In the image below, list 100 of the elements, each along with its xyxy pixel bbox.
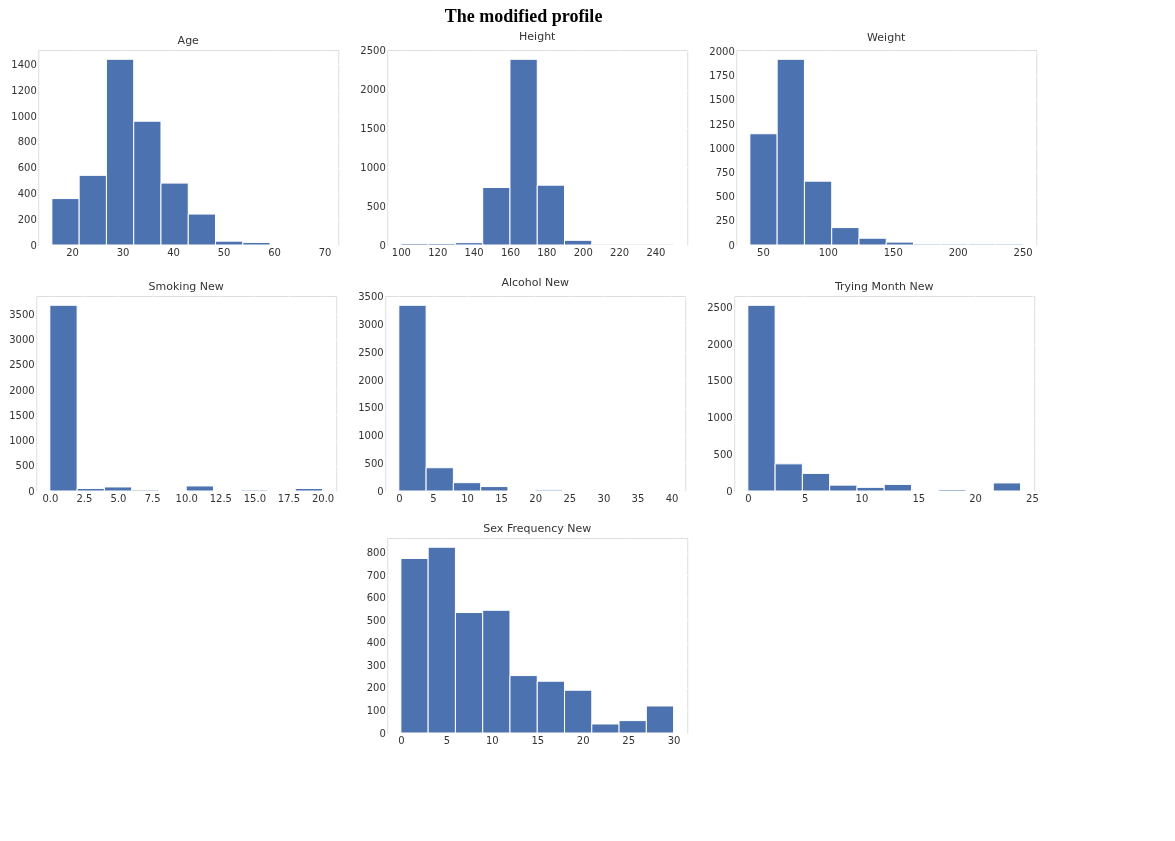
y-tick-label: 800 — [366, 547, 386, 559]
y-tick-label: 1400 — [11, 58, 37, 70]
x-tick-label: 120 — [428, 246, 448, 258]
chart-title: Alcohol New — [501, 276, 570, 289]
y-tick-label: 250 — [715, 215, 735, 227]
chart-title: Height — [519, 29, 557, 43]
text: The modified profile — [444, 6, 603, 27]
y-tick-label: 2000 — [709, 46, 735, 58]
x-tick-label: 30 — [116, 246, 130, 258]
y-tick-label: 500 — [366, 200, 386, 212]
y-tick-label: 2500 — [9, 359, 35, 371]
x-tick-label: 10 — [485, 734, 499, 746]
y-tick-label: 2500 — [358, 346, 384, 358]
y-tick-label: 1000 — [709, 142, 735, 154]
x-tick-label: 15 — [912, 492, 926, 504]
chart-title: Trying Month New — [833, 280, 934, 293]
x-tick-label: 70 — [318, 246, 332, 258]
x-tick-label: 60 — [268, 246, 281, 258]
y-tick-label: 1000 — [707, 412, 733, 424]
y-tick-label: 3000 — [358, 319, 384, 331]
x-tick-label: 160 — [500, 246, 521, 258]
y-tick-label: 2500 — [707, 302, 733, 314]
y-tick-label: 1200 — [11, 84, 37, 96]
y-tick-label: 200 — [17, 213, 37, 225]
chart-title: Sex Frequency New — [483, 522, 592, 535]
x-tick-label: 25 — [563, 492, 577, 504]
chart-title: Smoking New — [148, 280, 224, 293]
y-tick-label: 1500 — [358, 402, 384, 414]
y-tick-label: 600 — [17, 162, 37, 174]
x-tick-label: 35 — [631, 492, 645, 504]
x-tick-label: 150 — [883, 246, 903, 258]
x-tick-label: 25 — [622, 734, 636, 746]
chart-title: Age — [177, 34, 200, 47]
x-tick-label: 40 — [167, 246, 180, 258]
x-tick-label: 250 — [1013, 246, 1033, 258]
x-tick-label: 220 — [610, 246, 630, 258]
x-tick-label: 200 — [573, 246, 593, 258]
y-tick-label: 500 — [715, 191, 735, 203]
x-tick-label: 180 — [537, 246, 557, 258]
x-tick-label: 20 — [529, 492, 543, 504]
x-tick-label: 15 — [495, 492, 508, 504]
x-tick-label: 12.5 — [209, 492, 232, 504]
x-tick-label: 0.0 — [42, 492, 59, 504]
y-tick-label: 750 — [715, 166, 735, 178]
x-tick-label: 100 — [818, 246, 838, 258]
y-tick-label: 800 — [17, 136, 37, 148]
x-tick-label: 40 — [665, 492, 679, 504]
x-tick-label: 50 — [757, 246, 770, 258]
y-tick-label: 2000 — [358, 374, 384, 386]
y-tick-label: 500 — [713, 448, 733, 460]
x-tick-label: 50 — [217, 246, 231, 258]
y-tick-label: 400 — [17, 187, 37, 199]
x-tick-label: 25 — [1026, 492, 1039, 504]
x-tick-label: 5 — [443, 734, 451, 746]
y-tick-label: 700 — [366, 569, 386, 581]
x-tick-label: 5 — [430, 492, 437, 504]
x-tick-label: 100 — [391, 246, 411, 258]
x-tick-label: 15.0 — [243, 492, 267, 504]
y-tick-label: 400 — [366, 637, 386, 649]
x-tick-label: 5.0 — [110, 492, 127, 504]
y-tick-label: 1500 — [360, 122, 386, 134]
y-tick-label: 2000 — [9, 384, 35, 396]
y-tick-label: 1000 — [360, 161, 386, 173]
x-tick-label: 0 — [398, 734, 405, 746]
y-tick-label: 100 — [366, 704, 386, 716]
y-tick-label: 300 — [366, 659, 386, 671]
x-tick-label: 20 — [576, 734, 590, 746]
x-tick-label: 200 — [948, 246, 968, 258]
x-tick-label: 2.5 — [76, 492, 93, 504]
y-tick-label: 1000 — [11, 110, 37, 122]
x-tick-label: 20 — [66, 246, 79, 258]
y-tick-label: 2000 — [707, 338, 733, 350]
y-tick-label: 500 — [15, 460, 35, 472]
x-tick-label: 10 — [461, 492, 474, 504]
x-tick-label: 0 — [745, 492, 752, 504]
y-tick-label: 3500 — [9, 308, 35, 320]
chart-title: Weight — [867, 30, 907, 44]
y-tick-label: 3500 — [358, 291, 384, 303]
x-tick-label: 140 — [464, 246, 484, 258]
x-tick-label: 5 — [801, 492, 809, 504]
x-tick-label: 7.5 — [144, 492, 161, 504]
x-tick-label: 20.0 — [311, 492, 335, 504]
x-tick-label: 20 — [969, 492, 982, 504]
y-tick-label: 1000 — [9, 435, 35, 447]
y-tick-label: 1500 — [709, 94, 735, 106]
x-tick-label: 10.0 — [175, 492, 198, 504]
y-tick-label: 600 — [366, 592, 386, 604]
y-tick-label: 1500 — [707, 375, 733, 387]
x-tick-label: 0 — [396, 492, 403, 504]
y-tick-label: 500 — [366, 614, 386, 626]
y-tick-label: 1750 — [709, 70, 735, 82]
y-tick-label: 1500 — [9, 409, 35, 421]
x-tick-label: 10 — [855, 492, 869, 504]
y-tick-label: 1000 — [358, 430, 384, 442]
x-tick-label: 15 — [531, 734, 545, 746]
x-tick-label: 240 — [646, 246, 666, 258]
y-tick-label: 2500 — [360, 45, 386, 57]
x-tick-label: 17.5 — [277, 492, 301, 504]
y-tick-label: 500 — [364, 457, 384, 469]
y-tick-label: 1250 — [709, 118, 735, 130]
